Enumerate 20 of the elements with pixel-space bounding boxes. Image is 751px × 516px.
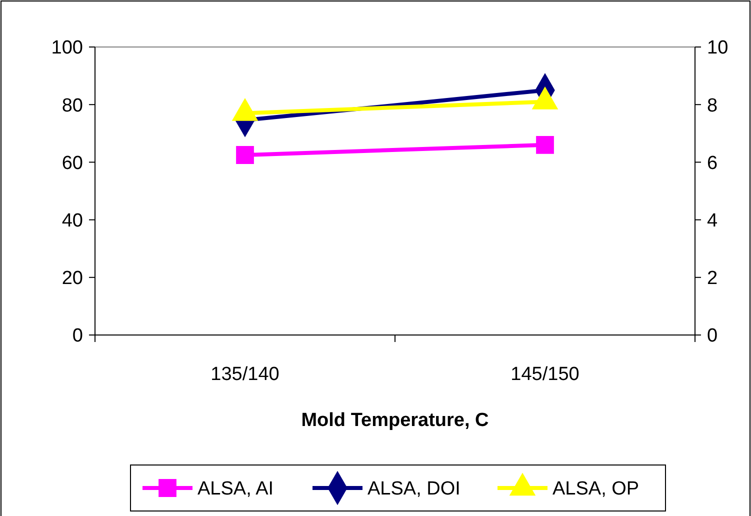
legend-label: ALSA, DOI (368, 478, 460, 500)
legend-label: ALSA, AI (198, 478, 274, 500)
x-axis-title: Mold Temperature, C (301, 410, 490, 431)
y-tick-label: 0 (72, 326, 83, 347)
y-tick-label: 40 (62, 210, 83, 232)
y2-tick-label: 10 (707, 38, 728, 59)
point (236, 146, 254, 164)
legend-label: ALSA, OP (552, 478, 640, 500)
x-tick-label: 145/150 (510, 364, 580, 385)
y-tick-label: 60 (62, 152, 83, 174)
x-tick-label: 135/140 (210, 364, 280, 385)
y2-tick-label: 0 (707, 326, 718, 347)
y-tick-label: 100 (51, 38, 83, 59)
point (536, 136, 554, 154)
y-tick-label: 20 (62, 268, 83, 290)
y2-tick-label: 6 (707, 152, 718, 174)
y-tick-label: 80 (62, 95, 83, 116)
y2-tick-label: 2 (707, 268, 718, 290)
y2-tick-label: 4 (707, 210, 718, 232)
y2-tick-label: 8 (707, 95, 718, 116)
